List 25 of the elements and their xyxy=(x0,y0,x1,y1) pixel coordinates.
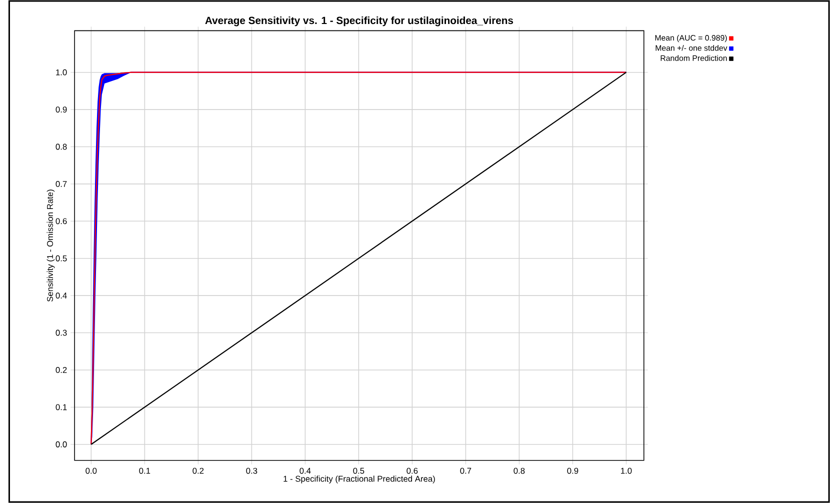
y-tick-label: 0.9 xyxy=(56,106,67,113)
y-tick-label: 1.0 xyxy=(56,69,67,76)
y-tick-label: 0.6 xyxy=(56,218,67,224)
y-tick-label: 0.1 xyxy=(56,404,67,410)
y-tick-label: 0.3 xyxy=(56,330,67,336)
x-tick-label: 0.6 xyxy=(406,468,418,474)
chart-title: Average Sensitivity vs. 1 - Specificity for ustilaginoidea_virens xyxy=(205,16,514,26)
y-tick-label: 0.8 xyxy=(56,144,67,150)
y-tick-label: 0.5 xyxy=(56,255,67,262)
y-tick-label: 0.4 xyxy=(56,292,67,299)
x-tick-label: 0.9 xyxy=(567,468,578,474)
x-tick-label: 0.0 xyxy=(86,468,97,474)
y-tick-label: 0.2 xyxy=(56,367,67,373)
x-tick-label: 0.8 xyxy=(514,468,525,474)
x-tick-label: 0.7 xyxy=(460,468,472,474)
x-tick-label: 0.2 xyxy=(192,468,204,474)
x-tick-label: 0.3 xyxy=(246,468,258,474)
x-tick-label: 1.0 xyxy=(621,468,632,474)
y-tick-label: 0.0 xyxy=(56,441,67,448)
x-tick-label: 0.5 xyxy=(353,468,364,474)
y-tick-label: 0.7 xyxy=(56,181,67,187)
x-tick-label: 0.4 xyxy=(300,468,311,474)
y-axis-title: Sensitivity (1 - Omission Rate) xyxy=(46,190,55,302)
x-axis-title: 1 - Specificity (Fractional Predicted Area) xyxy=(284,476,435,484)
x-tick-label: 0.1 xyxy=(139,468,150,474)
